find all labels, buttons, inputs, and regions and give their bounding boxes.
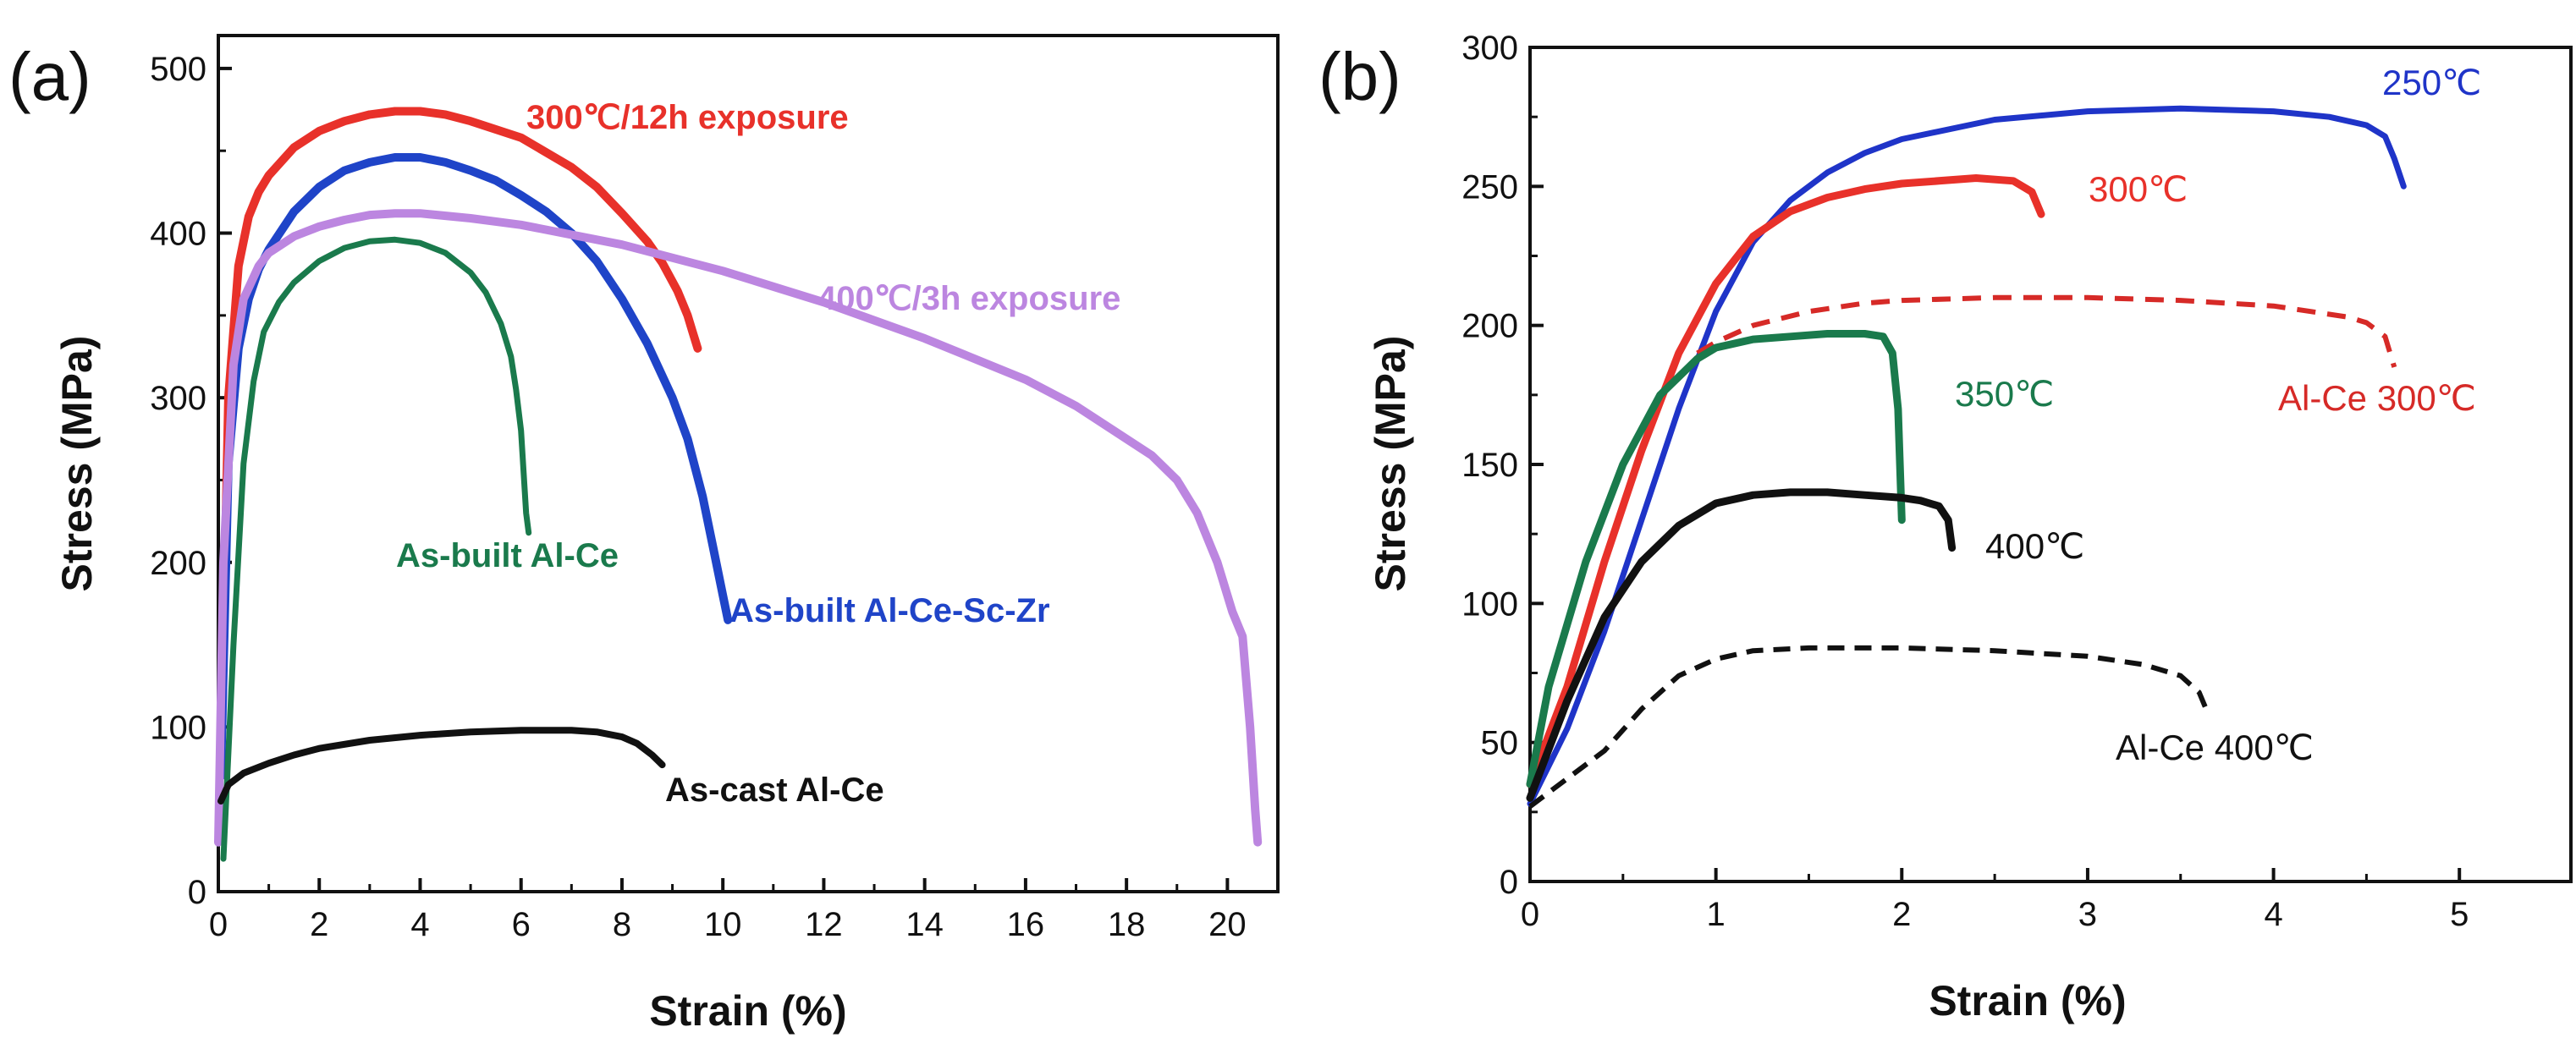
panel-b-series-300c <box>1526 174 2045 788</box>
panel-b-ytick-label: 300 <box>1461 30 1518 67</box>
annotation-as-built-al-ce-sc-zr: As-built Al-Ce-Sc-Zr <box>729 592 1050 629</box>
panel-b-xtick-label: 5 <box>2450 896 2469 933</box>
panel-b-xtick-label: 1 <box>1707 896 1726 933</box>
panel-b-plot-frame <box>1528 46 2573 883</box>
panel-b-series-250c <box>1527 105 2407 807</box>
panel-a-xtick-label: 18 <box>1108 906 1146 943</box>
panel-b-series-350c <box>1526 330 1906 788</box>
annotation-300c-12h-exposure: 300℃/12h exposure <box>526 99 849 136</box>
panel-b-ytick-label: 250 <box>1461 168 1518 206</box>
panel-b-ytick-label: 200 <box>1461 308 1518 345</box>
panel-a-label: (a) <box>8 39 91 114</box>
panel-b-ytick-label: 50 <box>1481 725 1519 762</box>
panel-a-series-400c-3h-exposure <box>214 209 1263 847</box>
panel-a-xtick-label: 0 <box>209 906 228 943</box>
panel-a-series-as-cast-al-ce <box>217 727 666 805</box>
panel-a-xtick-label: 4 <box>410 906 429 943</box>
panel-b-ytick-label: 0 <box>1500 864 1518 901</box>
panel-b-label: (b) <box>1318 39 1401 114</box>
panel-b-xtick-label: 4 <box>2264 896 2282 933</box>
panel-a-series-as-built-al-ce <box>220 236 532 862</box>
annotation-al-ce-400c: Al-Ce 400℃ <box>2116 728 2314 767</box>
panel-b-xtick-label: 2 <box>1892 896 1911 933</box>
panel-b-ylabel: Stress (MPa) <box>1367 336 1414 592</box>
annotation-as-cast-al-ce: As-cast Al-Ce <box>665 772 884 809</box>
panel-a-ytick-label: 200 <box>150 545 206 582</box>
annotation-300c: 300℃ <box>2089 169 2188 209</box>
panel-a-ytick-label: 300 <box>150 380 206 417</box>
panel-a-xtick-label: 10 <box>704 906 742 943</box>
panel-a-ytick-label: 100 <box>150 709 206 746</box>
panel-b-series-al-ce-300c <box>1696 294 2397 368</box>
panel-a-series-300c-12h-exposure <box>217 107 702 765</box>
panel-a-xtick-label: 20 <box>1208 906 1247 943</box>
panel-a-xtick-label: 16 <box>1007 906 1045 943</box>
panel-b-xlabel: Strain (%) <box>1929 977 2126 1024</box>
panel-b-xtick-label: 3 <box>2078 896 2097 933</box>
panel-a-xtick-label: 2 <box>310 906 328 943</box>
panel-a-ytick-label: 0 <box>188 874 206 911</box>
panel-a-ylabel: Stress (MPa) <box>53 336 101 592</box>
panel-b-series <box>1526 105 2407 809</box>
panel-a-xtick-label: 12 <box>805 906 843 943</box>
annotation-al-ce-300c: Al-Ce 300℃ <box>2278 378 2476 418</box>
panel-b-series-al-ce-400c <box>1528 645 2211 809</box>
panel-a-xtick-label: 14 <box>905 906 944 943</box>
panel-a-xlabel: Strain (%) <box>649 987 846 1035</box>
panel-b-ytick-label: 100 <box>1461 585 1518 623</box>
annotation-as-built-al-ce: As-built Al-Ce <box>396 537 619 574</box>
annotation-400c: 400℃ <box>1985 526 2084 566</box>
panel-a-xtick-label: 8 <box>613 906 631 943</box>
panel-b-ytick-label: 150 <box>1461 447 1518 484</box>
panel-a-ytick-label: 400 <box>150 216 206 253</box>
panel-a-ytick-label: 500 <box>150 51 206 88</box>
panel-b-xtick-label: 0 <box>1521 896 1539 933</box>
panel-b-series-400c <box>1526 488 1957 802</box>
annotation-350c: 350℃ <box>1955 374 2054 414</box>
panel-a-series <box>214 107 1263 862</box>
annotation-400c-3h-exposure: 400℃/3h exposure <box>817 280 1120 317</box>
annotation-250c: 250℃ <box>2382 63 2481 102</box>
panel-a-plot-frame <box>217 34 1280 893</box>
panel-a-xtick-label: 6 <box>512 906 531 943</box>
